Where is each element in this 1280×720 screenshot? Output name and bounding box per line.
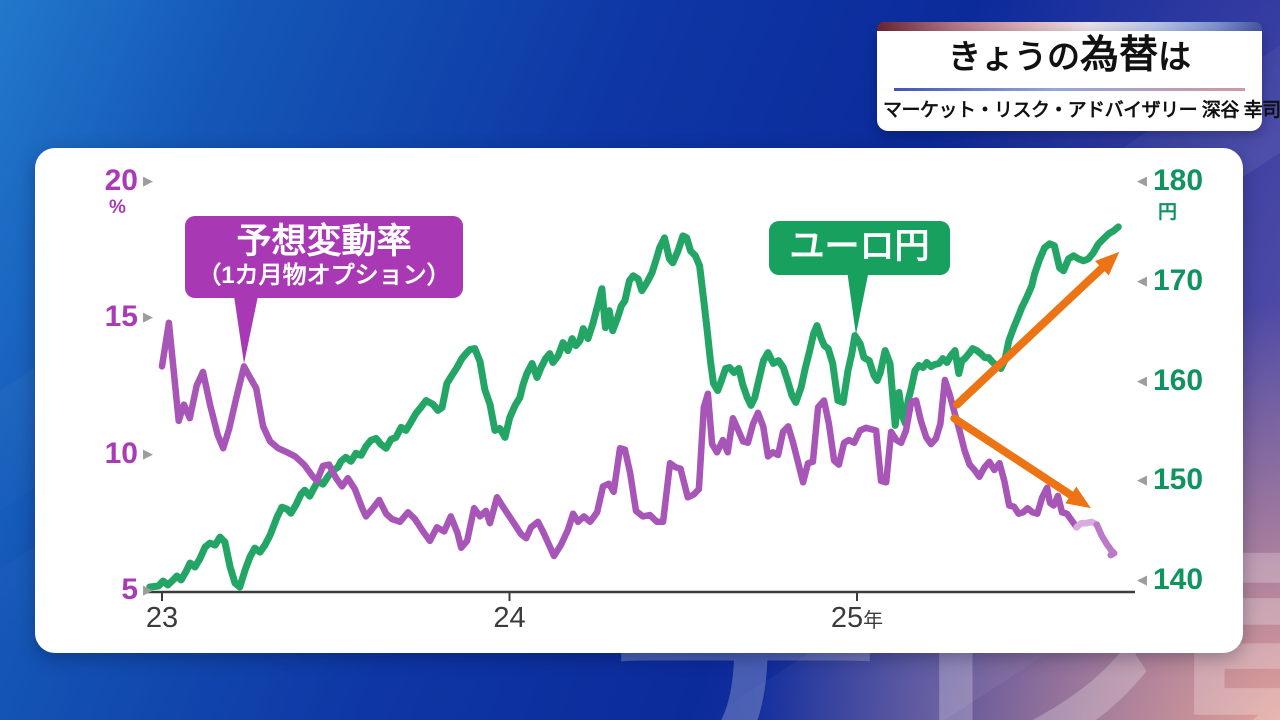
commentator-name: マーケット・リスク・アドバイザリー 深谷 幸司 bbox=[883, 100, 1280, 121]
program-title: きょうの為替は bbox=[883, 33, 1256, 87]
volatility-callout-line1: 予想変動率 bbox=[236, 222, 412, 261]
title-prefix: きょうの bbox=[947, 38, 1080, 75]
title-suffix: は bbox=[1158, 38, 1191, 75]
eurjpy-callout-line1: ユーロ円 bbox=[789, 227, 930, 266]
program-header: きょうの為替は マーケット・リスク・アドバイザリー 深谷 幸司 bbox=[877, 22, 1280, 131]
header-gradient-strip bbox=[877, 22, 1262, 31]
header-card: きょうの為替は マーケット・リスク・アドバイザリー 深谷 幸司 bbox=[877, 31, 1280, 131]
eurjpy-callout-label: ユーロ円 bbox=[769, 221, 950, 276]
title-emphasis: 為替 bbox=[1079, 34, 1158, 77]
header-divider bbox=[894, 88, 1245, 91]
volatility-callout-line2: （1カ月物オプション） bbox=[197, 262, 451, 290]
volatility-callout-label: 予想変動率 （1カ月物オプション） bbox=[185, 216, 463, 298]
